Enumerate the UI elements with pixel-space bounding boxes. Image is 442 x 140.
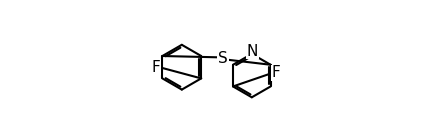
Text: F: F: [152, 60, 160, 75]
Text: S: S: [218, 51, 228, 66]
Text: N: N: [247, 44, 258, 59]
Text: F: F: [272, 65, 281, 80]
